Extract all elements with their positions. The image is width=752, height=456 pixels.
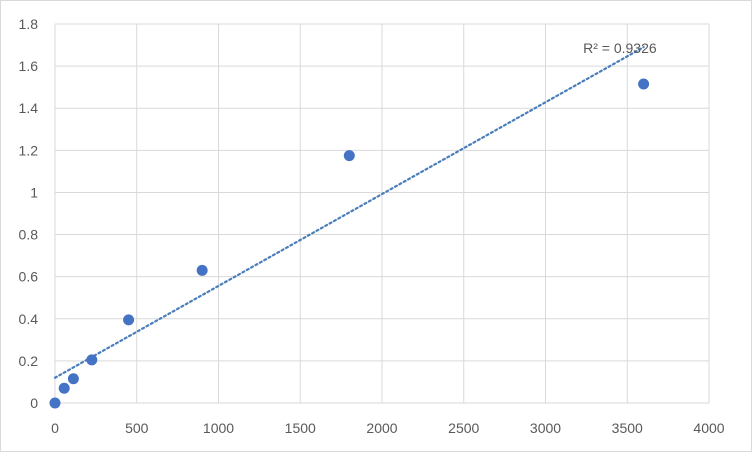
y-tick-label: 1.2 (19, 142, 39, 158)
y-tick-label: 0.6 (19, 269, 39, 285)
y-tick-label: 1.8 (19, 16, 39, 32)
y-tick-label: 0.8 (19, 227, 39, 243)
y-tick-label: 1 (30, 184, 38, 200)
data-point (343, 150, 355, 162)
x-tick-label: 4000 (693, 420, 724, 436)
x-tick-label: 2500 (448, 420, 479, 436)
y-tick-label: 0.4 (19, 311, 39, 327)
data-point (67, 373, 79, 385)
data-points (49, 78, 650, 409)
data-point (638, 78, 650, 90)
y-tick-label: 1.4 (19, 100, 39, 116)
data-point (196, 264, 208, 276)
y-axis-tick-labels: 0 0.2 0.4 0.6 0.8 1 1.2 1.4 1.6 1.8 (19, 16, 39, 411)
data-point (58, 382, 70, 394)
x-tick-label: 1500 (285, 420, 316, 436)
annotations: R² = 0.9326 (583, 40, 657, 56)
x-tick-label: 500 (125, 420, 149, 436)
y-tick-label: 1.6 (19, 58, 39, 74)
r-squared-label: R² = 0.9326 (583, 40, 657, 56)
x-tick-label: 3000 (530, 420, 561, 436)
y-tick-label: 0.2 (19, 353, 39, 369)
data-point (86, 354, 98, 366)
trendline (53, 46, 645, 379)
x-tick-label: 2000 (366, 420, 397, 436)
y-tick-label: 0 (30, 395, 38, 411)
x-axis-tick-labels: 0 500 1000 1500 2000 2500 3000 3500 4000 (51, 420, 725, 436)
gridlines (54, 23, 710, 404)
trendline-group (53, 46, 645, 379)
data-point (123, 314, 135, 326)
x-tick-label: 0 (51, 420, 59, 436)
data-point (49, 397, 61, 409)
x-tick-label: 1000 (203, 420, 234, 436)
x-tick-label: 3500 (612, 420, 643, 436)
